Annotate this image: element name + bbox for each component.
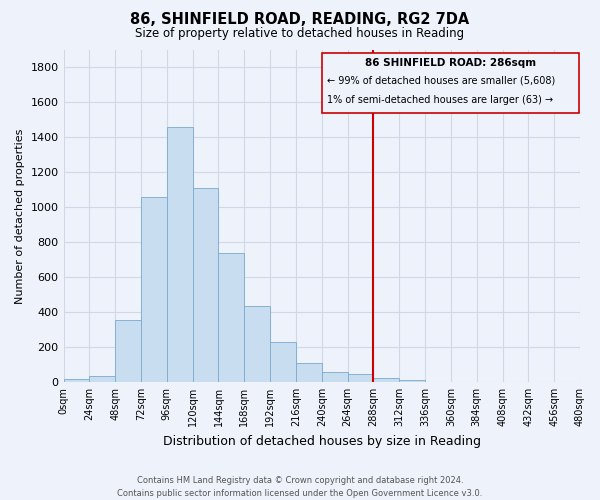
Bar — [218, 252, 244, 382]
Bar — [373, 378, 399, 382]
Text: 86 SHINFIELD ROAD: 286sqm: 86 SHINFIELD ROAD: 286sqm — [365, 58, 536, 68]
Bar — [347, 374, 373, 382]
Bar — [399, 380, 425, 382]
Bar — [89, 376, 115, 382]
Bar — [244, 306, 270, 382]
Text: 86, SHINFIELD ROAD, READING, RG2 7DA: 86, SHINFIELD ROAD, READING, RG2 7DA — [130, 12, 470, 28]
Bar — [270, 342, 296, 382]
Text: 1% of semi-detached houses are larger (63) →: 1% of semi-detached houses are larger (6… — [327, 95, 553, 105]
Text: Size of property relative to detached houses in Reading: Size of property relative to detached ho… — [136, 28, 464, 40]
Bar — [167, 127, 193, 382]
Y-axis label: Number of detached properties: Number of detached properties — [15, 128, 25, 304]
FancyBboxPatch shape — [322, 54, 579, 113]
Bar — [193, 188, 218, 382]
Text: ← 99% of detached houses are smaller (5,608): ← 99% of detached houses are smaller (5,… — [327, 75, 555, 85]
Bar — [141, 197, 167, 382]
Bar — [296, 363, 322, 382]
Bar — [322, 372, 347, 382]
X-axis label: Distribution of detached houses by size in Reading: Distribution of detached houses by size … — [163, 434, 481, 448]
Text: Contains HM Land Registry data © Crown copyright and database right 2024.
Contai: Contains HM Land Registry data © Crown c… — [118, 476, 482, 498]
Bar — [64, 380, 89, 382]
Bar — [115, 320, 141, 382]
